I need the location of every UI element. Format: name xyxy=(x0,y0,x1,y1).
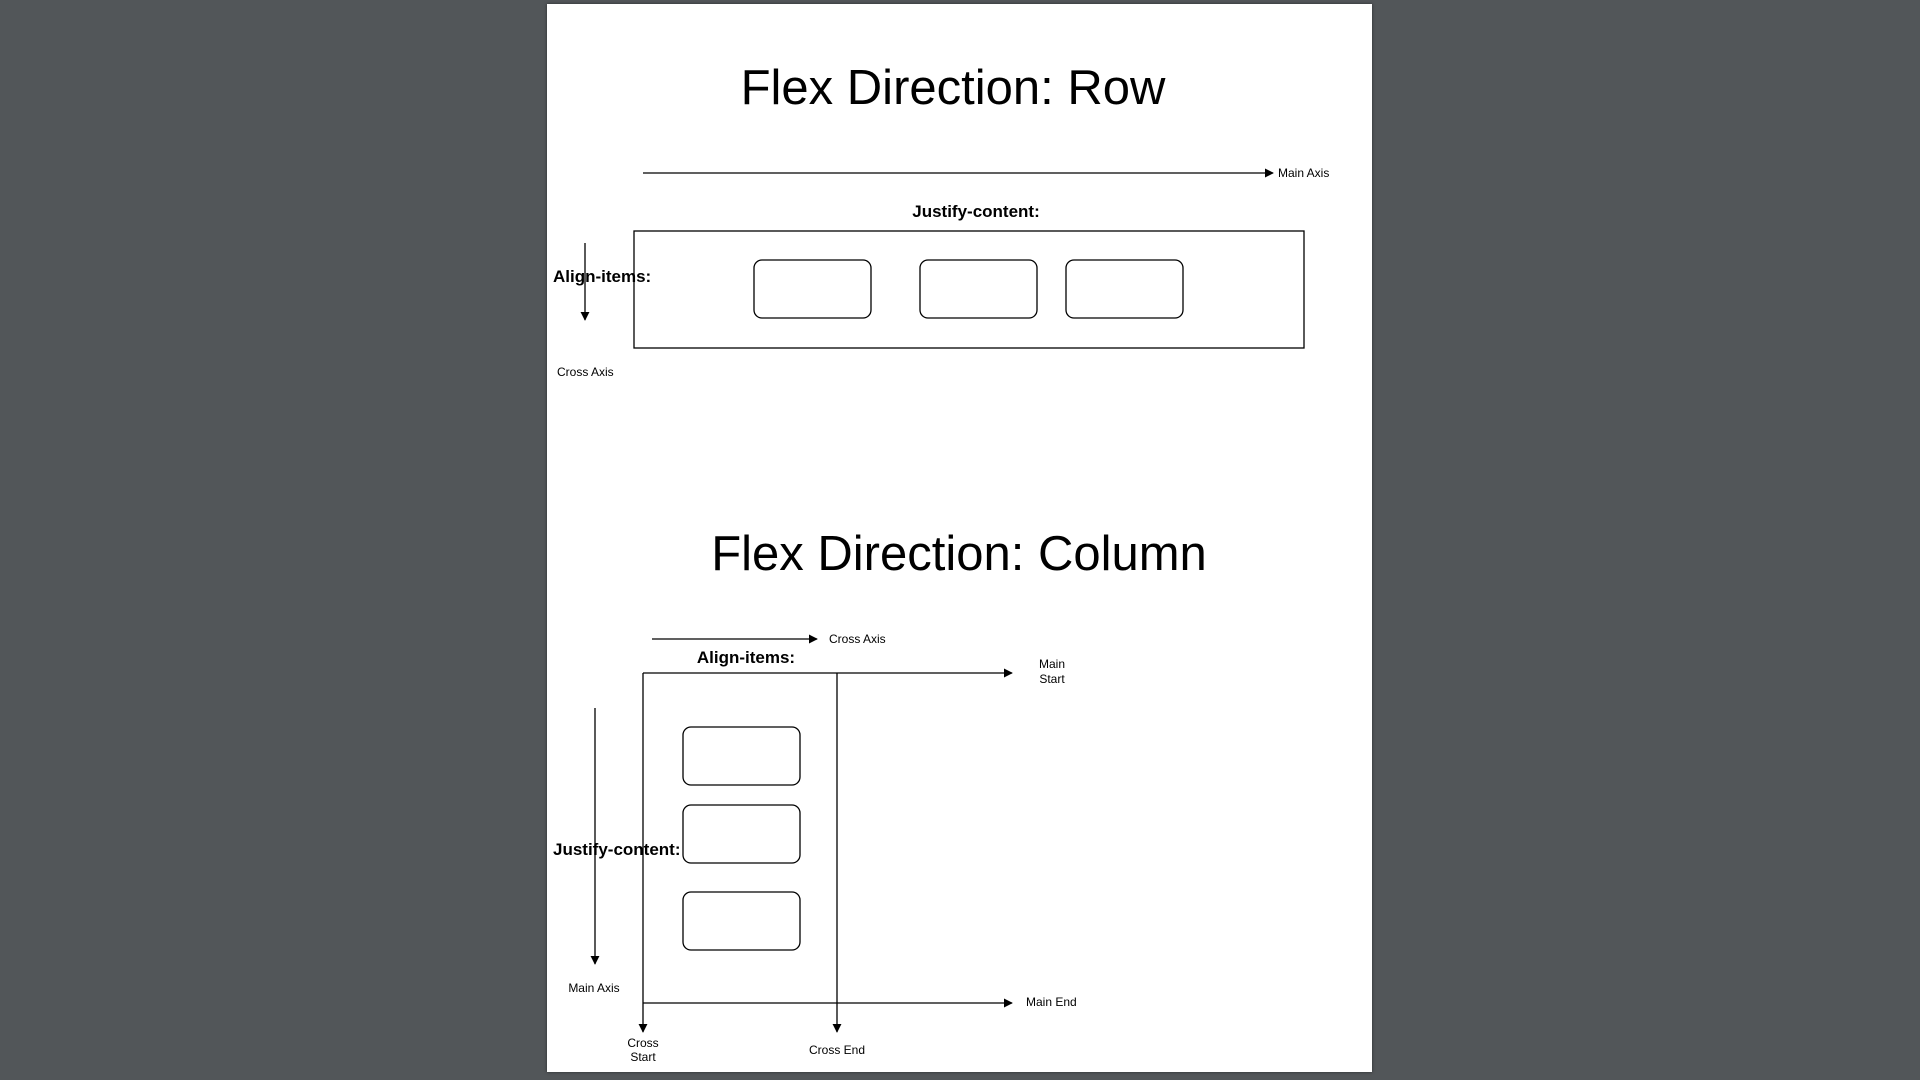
row-justify-label: Justify-content: xyxy=(912,202,1040,221)
row-flex-item-3 xyxy=(1065,259,1184,319)
row-section: Flex Direction: Row Main Axis Justify-co… xyxy=(553,61,1329,379)
column-cross-end-label: Cross End xyxy=(809,1043,865,1057)
row-title: Flex Direction: Row xyxy=(741,61,1166,115)
column-main-start-label-line2: Start xyxy=(1039,672,1065,686)
row-flex-container xyxy=(633,230,1305,349)
column-section: Flex Direction: Column Cross Axis Align-… xyxy=(553,527,1207,1064)
column-title: Flex Direction: Column xyxy=(711,527,1207,581)
column-flex-item-1 xyxy=(682,726,801,786)
column-main-end-label: Main End xyxy=(1026,995,1077,1009)
document-page: Flex Direction: Row Main Axis Justify-co… xyxy=(547,4,1372,1072)
column-flex-item-2 xyxy=(682,804,801,864)
column-main-start-label-line1: Main xyxy=(1039,657,1065,671)
column-cross-axis-label: Cross Axis xyxy=(829,632,886,646)
column-align-label: Align-items: xyxy=(697,648,795,667)
column-cross-start-label-line1: Cross xyxy=(627,1036,658,1050)
row-flex-item-1 xyxy=(753,259,872,319)
flex-diagram: Flex Direction: Row Main Axis Justify-co… xyxy=(553,61,1329,1064)
column-main-axis-label: Main Axis xyxy=(568,981,619,995)
row-align-label: Align-items: xyxy=(553,267,651,286)
row-cross-axis-label: Cross Axis xyxy=(557,365,614,379)
row-flex-item-2 xyxy=(919,259,1038,319)
column-cross-start-label-line2: Start xyxy=(630,1050,656,1064)
row-main-axis-label: Main Axis xyxy=(1278,166,1329,180)
column-justify-label: Justify-content: xyxy=(553,840,681,859)
column-flex-item-3 xyxy=(682,891,801,951)
